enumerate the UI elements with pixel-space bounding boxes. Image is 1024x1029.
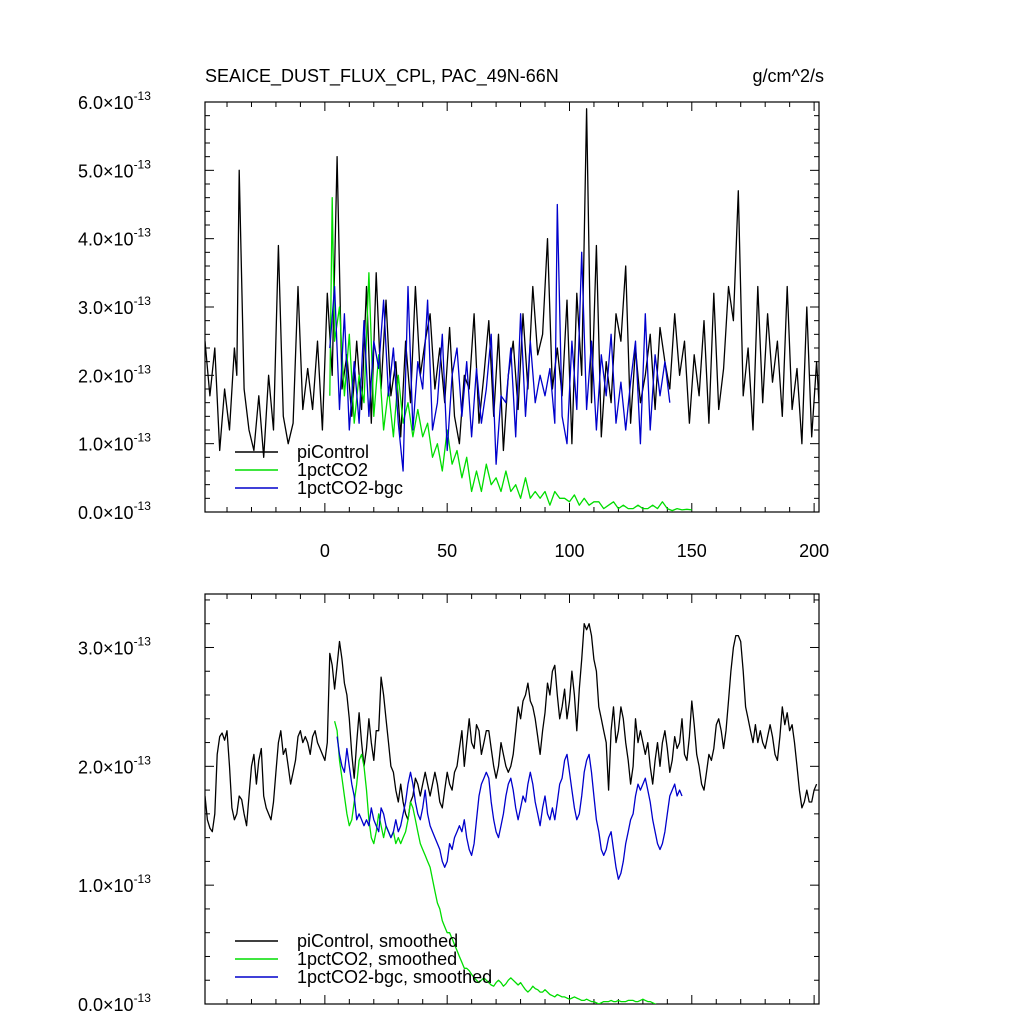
legend-label: 1pctCO2 [297,460,368,480]
x-tick-label: 50 [437,541,457,561]
legend-label: 1pctCO2-bgc [297,478,403,498]
series-line [329,197,692,512]
legend-label: 1pctCO2, smoothed [297,949,457,969]
y-tick-label: 2.0×10-13 [78,362,151,386]
x-tick-label: 100 [554,541,584,561]
bottom-panel: 3.0×10-13 2.0×10-13 1.0×10-13 0.0×10-13 piCo… [78,593,820,1015]
top-panel: 0 50 100 150 200 6.0×10-13 5.0×10-13 4.0×10-13 3… [78,66,829,561]
legend-label: 1pctCO2-bgc, smoothed [297,967,492,987]
y-tick-label: 0.0×10-13 [78,991,151,1015]
x-tick-label: 200 [799,541,829,561]
series-line [205,108,819,458]
series-group [205,623,818,1004]
series-line [205,623,818,833]
chart-title: SEAICE_DUST_FLUX_CPL, PAC_49N-66N [205,66,559,87]
x-tick-label: 150 [677,541,707,561]
series-group [205,108,819,512]
y-tick-label: 4.0×10-13 [78,226,151,250]
y-tick-label: 3.0×10-13 [78,294,151,318]
legend-label: piControl, smoothed [297,931,458,951]
y-tick-label: 1.0×10-13 [78,872,151,896]
y-tick-label: 5.0×10-13 [78,157,151,181]
y-tick-label: 3.0×10-13 [78,634,151,658]
y-tick-label: 2.0×10-13 [78,753,151,777]
series-line [336,736,683,880]
y-tick-label: 0.0×10-13 [78,499,151,523]
x-tick-label: 0 [320,541,330,561]
legend-label: piControl [297,442,369,462]
units-label: g/cm^2/s [753,66,824,86]
y-tick-label: 6.0×10-13 [78,89,151,113]
y-tick-label: 1.0×10-13 [78,431,151,455]
series-line [329,203,671,472]
